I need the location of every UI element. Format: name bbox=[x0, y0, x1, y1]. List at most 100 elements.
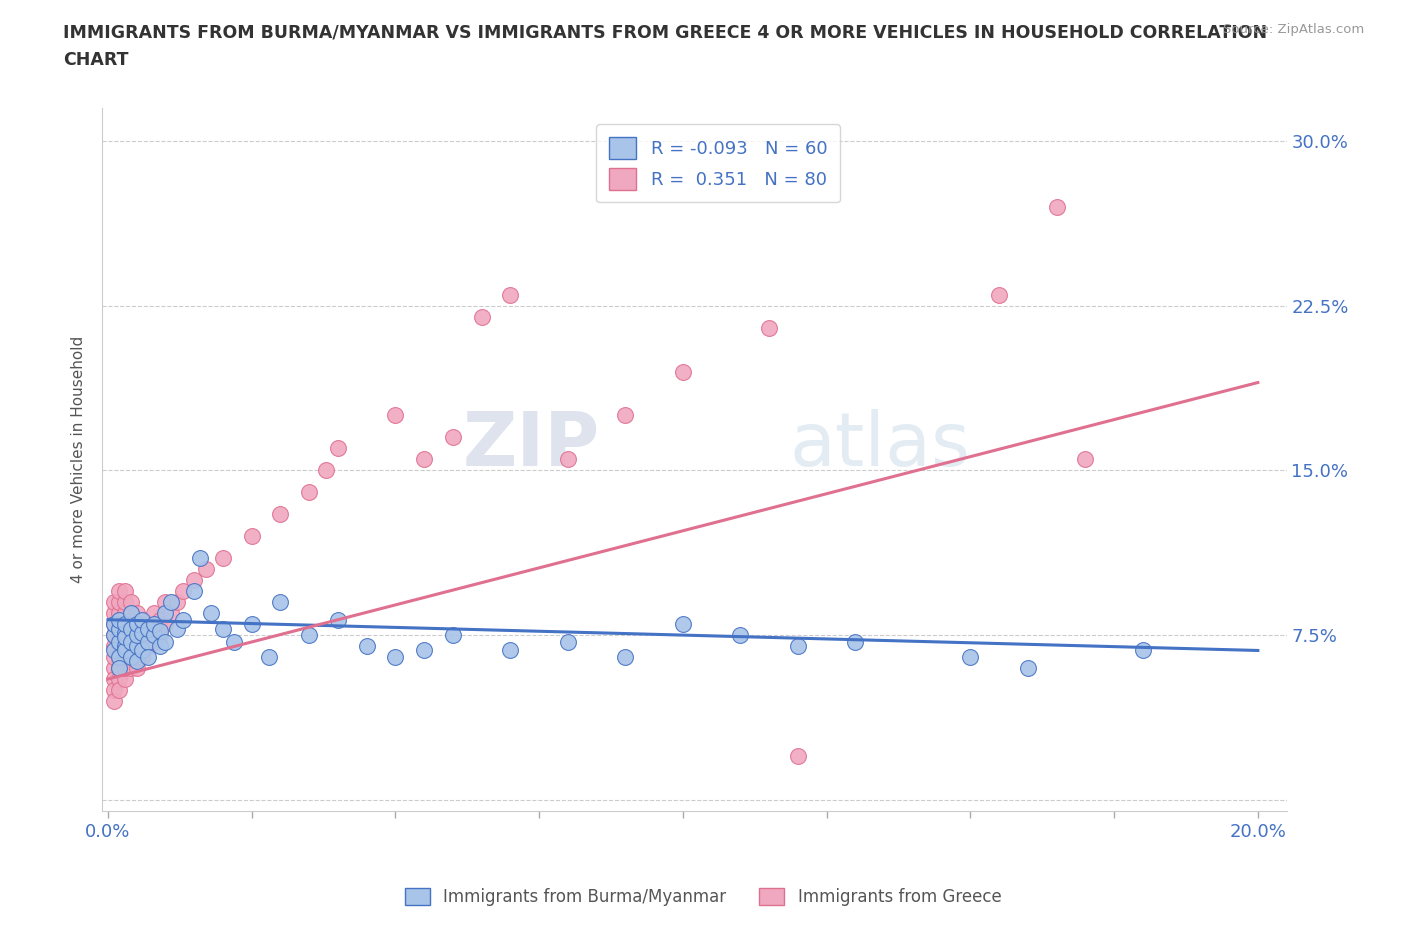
Point bbox=[108, 650, 131, 665]
Point bbox=[959, 650, 981, 665]
Point bbox=[114, 626, 136, 641]
Point bbox=[114, 605, 136, 620]
Point bbox=[114, 671, 136, 686]
Text: atlas: atlas bbox=[789, 409, 970, 482]
Point bbox=[108, 671, 131, 686]
Point bbox=[103, 683, 125, 698]
Point bbox=[108, 650, 131, 665]
Point bbox=[103, 628, 125, 643]
Point bbox=[131, 617, 153, 631]
Point bbox=[125, 639, 148, 654]
Point bbox=[120, 621, 142, 636]
Point bbox=[108, 617, 131, 631]
Text: IMMIGRANTS FROM BURMA/MYANMAR VS IMMIGRANTS FROM GREECE 4 OR MORE VEHICLES IN HO: IMMIGRANTS FROM BURMA/MYANMAR VS IMMIGRA… bbox=[63, 23, 1267, 41]
Point bbox=[114, 630, 136, 644]
Point bbox=[166, 594, 188, 609]
Point bbox=[758, 320, 780, 335]
Point bbox=[131, 650, 153, 665]
Point bbox=[149, 612, 172, 627]
Point bbox=[136, 617, 159, 631]
Point bbox=[160, 594, 183, 609]
Point bbox=[103, 605, 125, 620]
Point bbox=[120, 660, 142, 675]
Point bbox=[172, 612, 194, 627]
Point bbox=[131, 626, 153, 641]
Point bbox=[149, 623, 172, 638]
Point bbox=[103, 594, 125, 609]
Point bbox=[155, 605, 177, 620]
Point bbox=[131, 628, 153, 643]
Point bbox=[155, 634, 177, 649]
Point bbox=[114, 617, 136, 631]
Point bbox=[413, 452, 436, 467]
Point bbox=[326, 441, 349, 456]
Point bbox=[212, 551, 235, 565]
Point bbox=[114, 628, 136, 643]
Point bbox=[108, 660, 131, 675]
Point bbox=[384, 408, 406, 423]
Point bbox=[614, 408, 637, 423]
Point bbox=[120, 634, 142, 649]
Point bbox=[988, 287, 1011, 302]
Point bbox=[108, 621, 131, 636]
Point bbox=[125, 617, 148, 631]
Point bbox=[108, 594, 131, 609]
Point bbox=[120, 594, 142, 609]
Point bbox=[108, 605, 131, 620]
Point bbox=[125, 628, 148, 643]
Point bbox=[298, 485, 321, 499]
Point bbox=[200, 605, 222, 620]
Point bbox=[257, 650, 280, 665]
Point bbox=[108, 683, 131, 698]
Point bbox=[160, 605, 183, 620]
Point bbox=[114, 650, 136, 665]
Point bbox=[240, 529, 263, 544]
Point bbox=[114, 639, 136, 654]
Point bbox=[212, 621, 235, 636]
Point bbox=[131, 643, 153, 658]
Point bbox=[120, 639, 142, 654]
Point bbox=[136, 621, 159, 636]
Point bbox=[103, 694, 125, 709]
Point bbox=[131, 612, 153, 627]
Point bbox=[142, 605, 165, 620]
Point bbox=[413, 643, 436, 658]
Point bbox=[125, 654, 148, 669]
Point bbox=[1074, 452, 1097, 467]
Point bbox=[136, 639, 159, 654]
Point bbox=[672, 617, 695, 631]
Point bbox=[149, 639, 172, 654]
Point bbox=[114, 617, 136, 631]
Point bbox=[499, 287, 522, 302]
Point bbox=[786, 639, 808, 654]
Point bbox=[155, 594, 177, 609]
Point bbox=[384, 650, 406, 665]
Point bbox=[120, 650, 142, 665]
Point bbox=[114, 639, 136, 654]
Point bbox=[108, 634, 131, 649]
Point bbox=[108, 584, 131, 599]
Point bbox=[120, 617, 142, 631]
Point bbox=[499, 643, 522, 658]
Point bbox=[166, 621, 188, 636]
Point bbox=[471, 309, 494, 324]
Point bbox=[103, 639, 125, 654]
Point bbox=[120, 605, 142, 620]
Point bbox=[844, 634, 866, 649]
Point bbox=[188, 551, 211, 565]
Point bbox=[125, 605, 148, 620]
Point bbox=[672, 365, 695, 379]
Point bbox=[240, 617, 263, 631]
Point bbox=[194, 562, 217, 577]
Point bbox=[183, 573, 205, 588]
Point bbox=[131, 639, 153, 654]
Point bbox=[103, 617, 125, 631]
Point bbox=[224, 634, 246, 649]
Point bbox=[326, 612, 349, 627]
Point bbox=[142, 628, 165, 643]
Point bbox=[114, 594, 136, 609]
Text: Source: ZipAtlas.com: Source: ZipAtlas.com bbox=[1223, 23, 1364, 36]
Point bbox=[269, 594, 291, 609]
Point bbox=[142, 634, 165, 649]
Point bbox=[114, 584, 136, 599]
